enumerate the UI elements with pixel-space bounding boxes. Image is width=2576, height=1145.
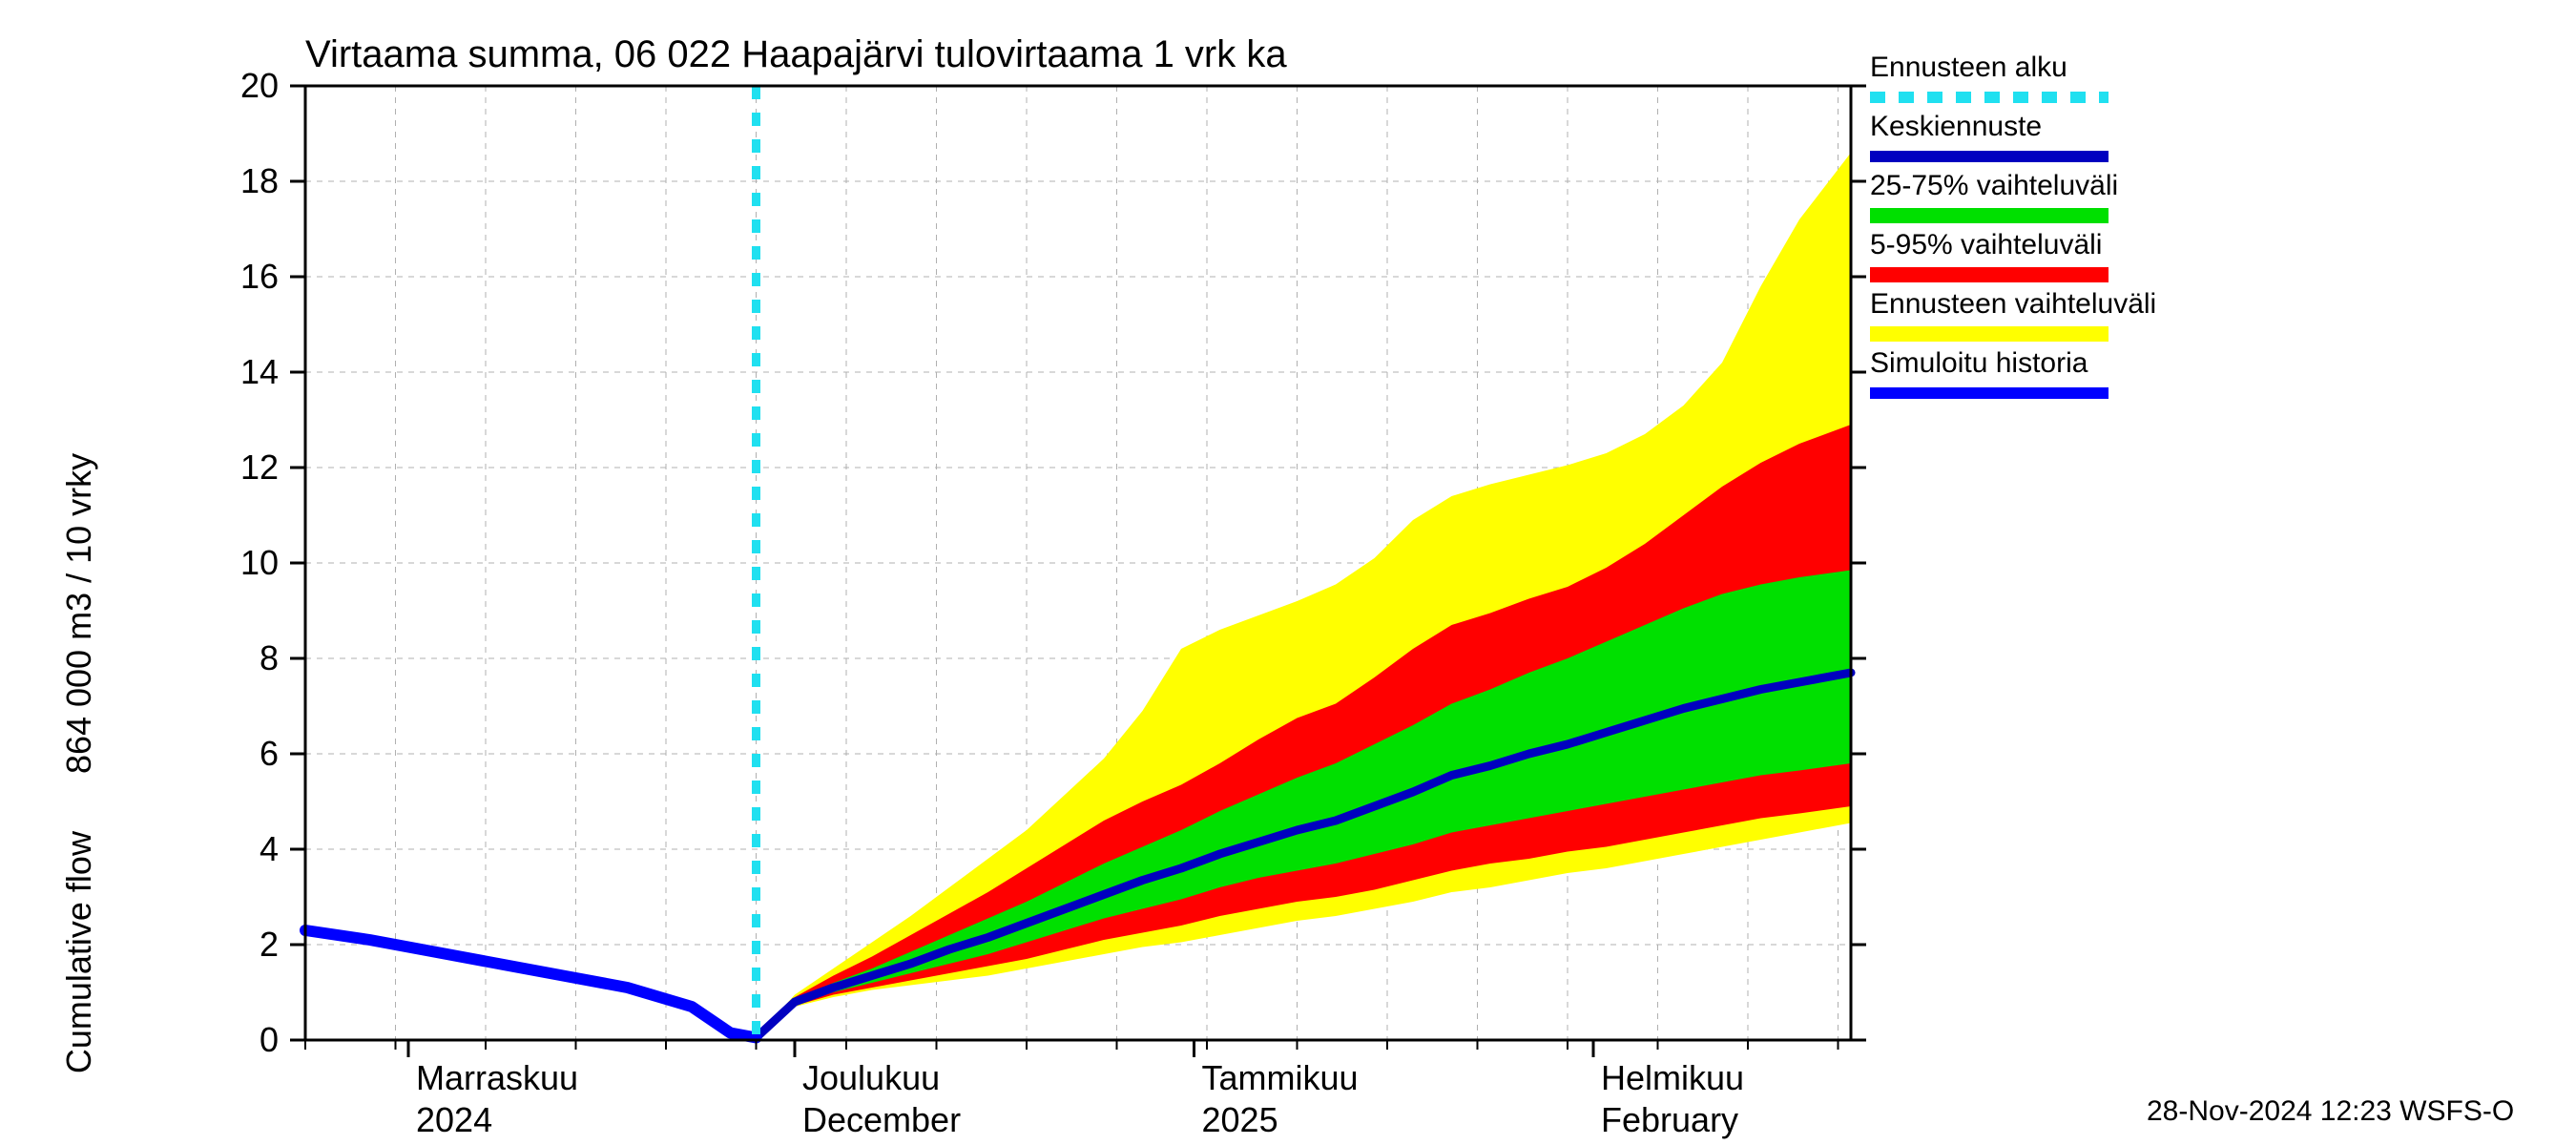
- legend-label: Simuloitu historia: [1870, 347, 2088, 379]
- y-tick-label: 10: [240, 543, 279, 582]
- chart-title: Virtaama summa, 06 022 Haapajärvi tulovi…: [305, 33, 1287, 75]
- x-tick-label-top: Joulukuu: [802, 1058, 940, 1097]
- legend-label: 5-95% vaihteluväli: [1870, 229, 2102, 260]
- y-axis-label: Cumulative flow864 000 m3 / 10 vrky: [59, 453, 98, 1073]
- legend-label: Ennusteen vaihteluväli: [1870, 288, 2156, 320]
- y-tick-label: 0: [260, 1020, 279, 1059]
- x-tick-label-top: Marraskuu: [416, 1058, 578, 1097]
- x-tick-label-bottom: December: [802, 1100, 961, 1139]
- y-tick-label: 6: [260, 734, 279, 773]
- y-tick-label: 4: [260, 829, 279, 868]
- legend-label: Keskiennuste: [1870, 111, 2042, 142]
- y-tick-label: 18: [240, 161, 279, 200]
- x-tick-label-top: Tammikuu: [1202, 1058, 1359, 1097]
- y-tick-label: 14: [240, 352, 279, 391]
- x-tick-label-bottom: 2024: [416, 1100, 492, 1139]
- legend-swatch: [1870, 208, 2109, 223]
- legend-label: 25-75% vaihteluväli: [1870, 170, 2118, 201]
- y-tick-label: 20: [240, 66, 279, 105]
- y-tick-label: 2: [260, 925, 279, 964]
- footer-timestamp: 28-Nov-2024 12:23 WSFS-O: [2147, 1095, 2514, 1127]
- legend-swatch: [1870, 267, 2109, 282]
- legend-label: Ennusteen alku: [1870, 52, 2067, 83]
- cumulative-flow-chart: 0 2 4 6 8 10 12 14 16 18 20 Marraskuu2024 JoulukuuDe…: [0, 0, 2576, 1145]
- x-tick-label-bottom: February: [1601, 1100, 1738, 1139]
- y-tick-label: 16: [240, 257, 279, 296]
- legend-swatch: [1870, 326, 2109, 342]
- x-tick-label-bottom: 2025: [1202, 1100, 1278, 1139]
- x-tick-label-top: Helmikuu: [1601, 1058, 1744, 1097]
- y-tick-label: 12: [240, 448, 279, 487]
- y-tick-label: 8: [260, 638, 279, 677]
